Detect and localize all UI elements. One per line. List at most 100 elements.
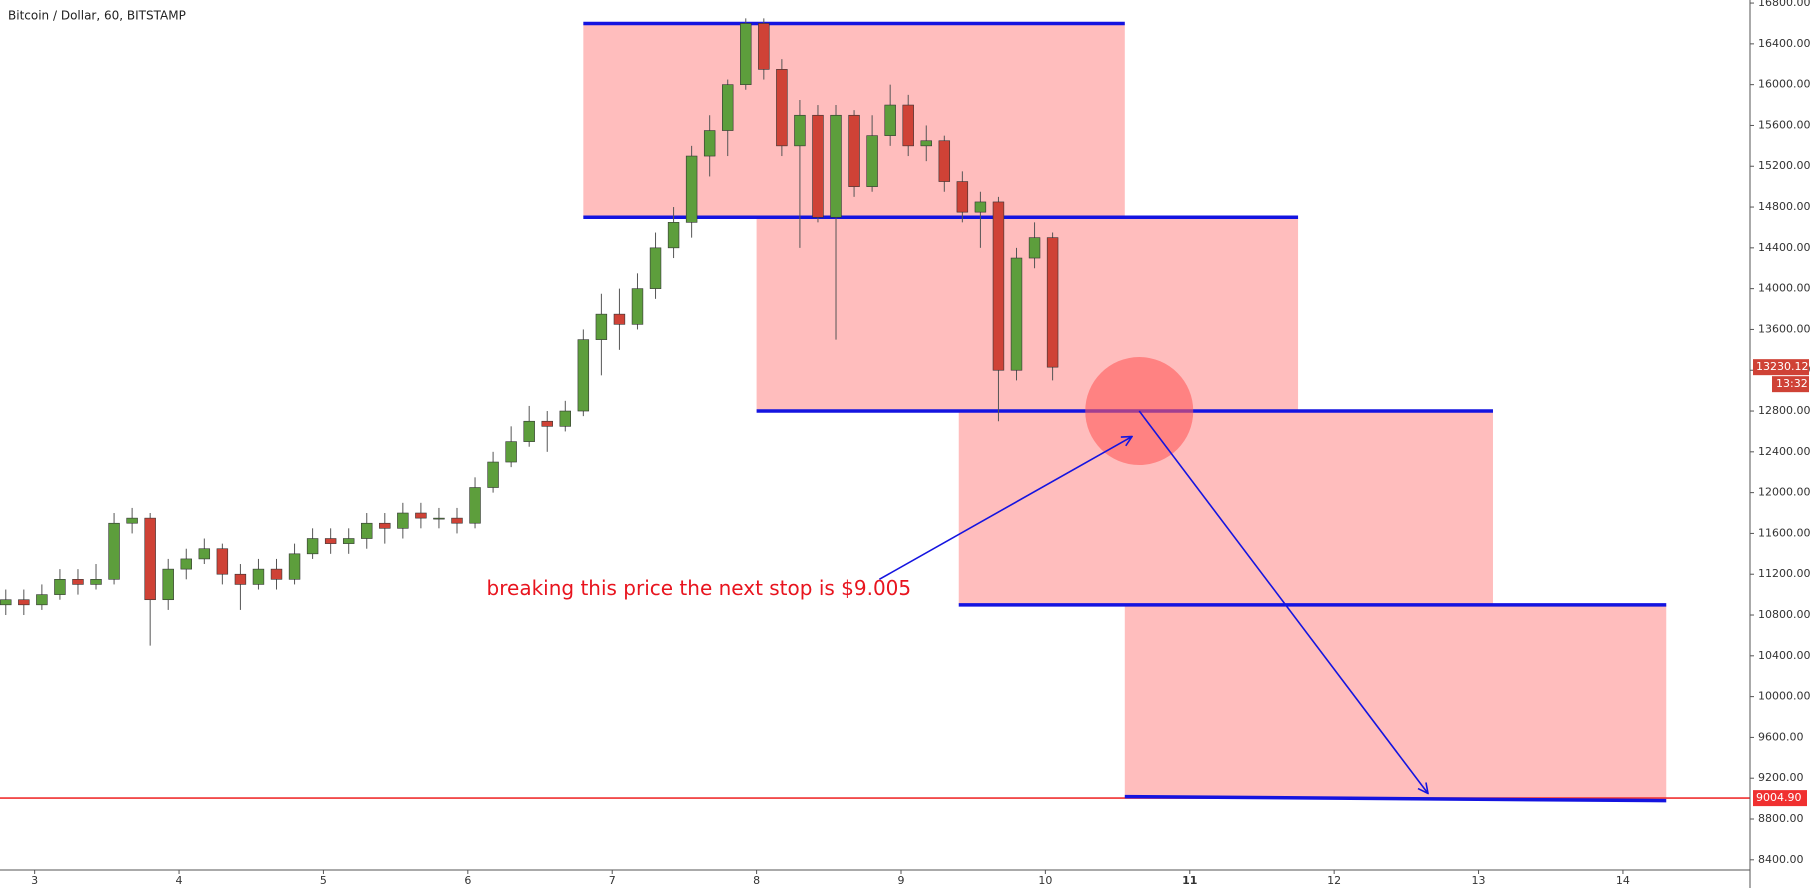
candle-body	[631, 288, 644, 325]
candle-body	[722, 84, 734, 131]
candle-body	[667, 222, 680, 249]
y-tick-label: 13600.00	[1758, 322, 1810, 335]
x-tick-label: 4	[176, 874, 183, 887]
x-tick-label: 7	[609, 874, 616, 887]
candle-body	[794, 114, 806, 147]
candle-body	[812, 114, 824, 218]
y-tick-label: 9600.00	[1758, 730, 1804, 743]
price-zone	[958, 411, 1493, 605]
candle-body	[126, 517, 138, 524]
candle-body	[342, 538, 355, 544]
candle-body	[902, 104, 914, 147]
candle-body	[252, 568, 265, 585]
x-tick-label: 8	[753, 874, 760, 887]
candle-body	[992, 201, 1005, 371]
arrow	[1138, 410, 1428, 793]
price-zone	[756, 217, 1299, 412]
countdown-bg	[1772, 376, 1809, 393]
candle-body	[649, 247, 662, 289]
support-label-bg	[1753, 790, 1807, 807]
chart-title: Bitcoin / Dollar, 60, BITSTAMP	[8, 9, 186, 23]
candle-body	[306, 538, 319, 555]
candle-body	[469, 487, 481, 524]
y-tick-label: 15600.00	[1758, 118, 1810, 131]
candle-body	[379, 522, 391, 529]
candle-body	[216, 548, 229, 575]
y-tick-label: 12800.00	[1758, 404, 1810, 417]
y-tick-label: 12400.00	[1758, 445, 1810, 458]
candle-body	[487, 461, 499, 488]
candle-body	[90, 579, 102, 585]
candle-body	[397, 512, 409, 529]
candle-body	[523, 420, 535, 442]
candle-body	[595, 313, 608, 340]
y-tick-label: 11600.00	[1758, 526, 1810, 539]
candle-body	[685, 155, 698, 223]
x-tick-label: 12	[1327, 874, 1341, 887]
y-tick-label: 10000.00	[1758, 690, 1810, 703]
candle-body	[198, 548, 211, 560]
x-tick-label: 3	[31, 874, 38, 887]
candle-body	[884, 104, 896, 136]
countdown-label: 13:32	[1776, 377, 1808, 390]
candle-body	[451, 517, 463, 524]
candle-body	[270, 568, 283, 580]
price-zone	[1124, 604, 1667, 799]
x-tick-label: 13	[1472, 874, 1486, 887]
candle-body	[415, 512, 427, 519]
candle-body	[36, 594, 48, 606]
candle-body	[108, 522, 120, 580]
y-tick-label: 14800.00	[1758, 200, 1810, 213]
candle-body	[162, 568, 174, 601]
y-tick-label: 8400.00	[1758, 853, 1804, 866]
support-label: 9004.90	[1756, 791, 1802, 804]
candle-body	[324, 538, 337, 544]
candle-body	[361, 522, 373, 539]
y-tick-label: 15200.00	[1758, 159, 1810, 172]
candle-body	[1046, 237, 1059, 368]
candle-body	[505, 441, 517, 463]
candle-body	[541, 420, 553, 427]
candle-body	[180, 558, 192, 570]
axis-panel	[1750, 0, 1810, 888]
candle-body	[740, 23, 752, 85]
y-tick-label: 8800.00	[1758, 812, 1804, 825]
y-tick-label: 16800.00	[1758, 0, 1810, 9]
y-tick-label: 16000.00	[1758, 78, 1810, 91]
candle-body	[288, 553, 301, 580]
y-tick-label: 10800.00	[1758, 608, 1810, 621]
annotation: breaking this price the next stop is $9.…	[487, 576, 912, 600]
candle-body	[866, 135, 878, 187]
candle-body	[433, 517, 445, 520]
candle-body	[1028, 237, 1041, 259]
candle-body	[776, 69, 788, 147]
y-tick-label: 16400.00	[1758, 37, 1810, 50]
x-tick-label: 5	[320, 874, 327, 887]
y-tick-label: 14000.00	[1758, 282, 1810, 295]
candle-body	[144, 517, 156, 601]
candle-body	[234, 573, 247, 585]
y-tick-label: 9200.00	[1758, 771, 1804, 784]
x-tick-label: 11	[1182, 874, 1197, 887]
candle-body	[974, 201, 987, 213]
candle-body	[920, 140, 932, 147]
candle-body	[18, 599, 30, 606]
y-tick-label: 11200.00	[1758, 567, 1810, 580]
candle-body	[758, 23, 770, 70]
candle-body	[613, 313, 626, 325]
last-price-bg	[1753, 359, 1809, 376]
candle-body	[703, 130, 716, 157]
x-tick-label: 14	[1616, 874, 1630, 887]
candle-body	[54, 579, 66, 595]
candle-body	[848, 114, 860, 187]
candle-body	[1010, 257, 1023, 371]
candle-body	[577, 339, 590, 412]
y-tick-label: 10400.00	[1758, 649, 1810, 662]
y-tick-label: 12000.00	[1758, 486, 1810, 499]
last-price-label: 13230.12	[1756, 360, 1809, 373]
x-tick-label: 10	[1038, 874, 1052, 887]
x-tick-label: 9	[897, 874, 904, 887]
arrow	[878, 437, 1132, 581]
candle-body	[938, 140, 951, 182]
candle-body	[830, 114, 842, 218]
